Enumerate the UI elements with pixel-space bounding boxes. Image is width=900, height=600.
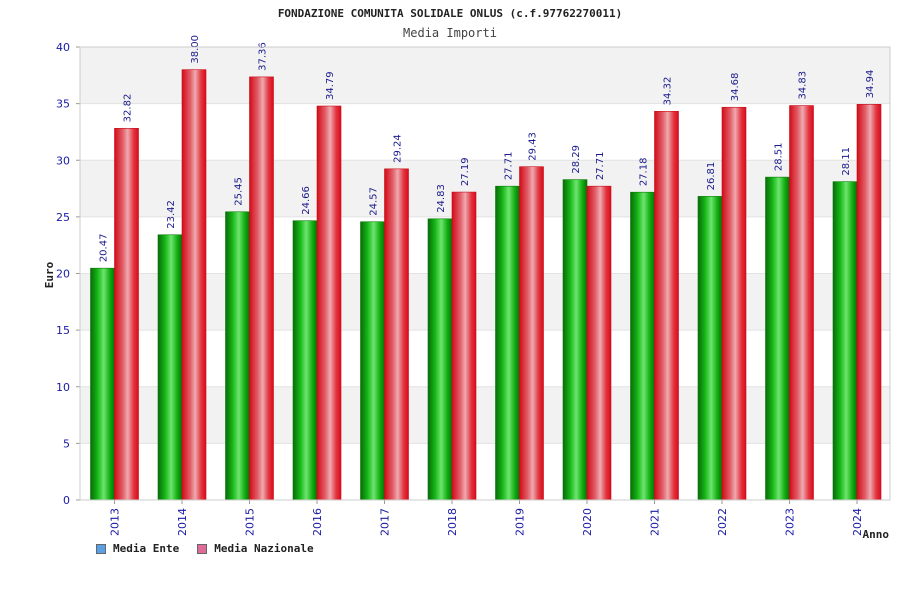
value-label: 20.47 [99, 234, 110, 263]
x-tick-label: 2013 [109, 508, 122, 536]
bar-media-nazionale-2014 [181, 69, 207, 501]
grid-band [80, 273, 890, 331]
value-label: 24.57 [369, 187, 380, 216]
x-axis-label: Anno [863, 528, 890, 541]
value-label: 34.94 [865, 70, 876, 99]
y-tick-label: 15 [56, 324, 70, 337]
bar-media-nazionale-2024 [856, 104, 882, 501]
value-label: 28.51 [774, 142, 785, 171]
bar-media-ente-2018 [427, 218, 453, 501]
x-tick-label: 2016 [311, 508, 324, 536]
bar-media-nazionale-2021 [654, 111, 679, 501]
bar-media-ente-2022 [697, 196, 723, 501]
bar-media-nazionale-2019 [519, 166, 544, 501]
value-label: 28.11 [841, 147, 852, 176]
bar-media-ente-2023 [765, 176, 790, 501]
x-tick-label: 2020 [581, 508, 594, 536]
x-tick-label: 2017 [379, 508, 392, 536]
value-label: 29.43 [528, 132, 539, 161]
y-tick-label: 35 [56, 98, 70, 111]
value-label: 27.71 [595, 152, 606, 181]
value-label: 27.71 [504, 152, 515, 181]
value-label: 32.82 [123, 94, 134, 123]
value-labels: 20.47 32.82 23.42 38.00 25.45 37.36 24.66 34.79… [99, 35, 877, 262]
x-axis-ticks: 2013 2014 2015 2016 2017 2018 2019 2020 2021 2022… [109, 500, 864, 536]
x-tick-label: 2015 [244, 508, 257, 536]
bar-media-nazionale-2022 [721, 106, 747, 501]
y-axis-ticks: 0 5 10 15 20 25 30 35 40 [56, 41, 80, 507]
bar-media-ente-2016 [292, 220, 318, 501]
value-label: 37.36 [258, 42, 269, 71]
y-tick-label: 30 [56, 154, 70, 167]
y-axis-label: Euro [43, 261, 56, 288]
value-label: 23.42 [166, 200, 177, 229]
value-label: 34.32 [663, 77, 674, 106]
value-label: 26.81 [706, 162, 717, 191]
legend-swatch-media-ente [96, 543, 106, 554]
y-tick-label: 25 [56, 211, 70, 224]
bar-media-nazionale-2016 [316, 105, 342, 501]
bar-media-ente-2017 [360, 221, 385, 501]
x-tick-label: 2019 [514, 508, 527, 536]
x-tick-label: 2021 [649, 508, 662, 536]
y-tick-label: 5 [63, 437, 70, 450]
bar-media-ente-2013 [90, 267, 115, 501]
bar-media-ente-2024 [832, 181, 858, 501]
value-label: 27.19 [460, 157, 471, 186]
y-tick-label: 0 [63, 494, 70, 507]
x-tick-label: 2014 [176, 508, 189, 536]
grid-band [80, 160, 890, 217]
legend-swatch-media-nazionale [197, 543, 208, 554]
bar-media-ente-2014 [157, 234, 183, 501]
value-label: 24.83 [436, 184, 447, 213]
x-tick-label: 2024 [851, 508, 864, 536]
x-tick-label: 2023 [784, 508, 797, 536]
bar-media-ente-2019 [495, 185, 520, 501]
grid-band [80, 47, 890, 104]
value-label: 27.18 [639, 158, 650, 187]
bar-media-nazionale-2020 [586, 185, 612, 501]
value-label: 24.66 [301, 186, 312, 215]
bar-media-nazionale-2018 [451, 191, 477, 501]
bar-media-ente-2021 [630, 191, 655, 501]
y-tick-label: 20 [56, 268, 70, 281]
chart-title: FONDAZIONE COMUNITA SOLIDALE ONLUS (c.f.… [278, 7, 622, 20]
bar-media-nazionale-2015 [249, 76, 274, 501]
legend-label-media-nazionale: Media Nazionale [214, 542, 314, 555]
grid-band [80, 386, 890, 444]
value-label: 28.29 [571, 145, 582, 174]
value-label: 29.24 [393, 134, 404, 163]
value-label: 34.83 [798, 71, 809, 100]
bar-media-ente-2015 [225, 211, 250, 501]
chart-subtitle: Media Importi [403, 26, 497, 40]
bar-media-nazionale-2013 [114, 128, 139, 501]
plot-frame [79, 46, 891, 501]
bar-media-nazionale-2017 [384, 168, 409, 501]
value-label: 34.68 [730, 73, 741, 102]
legend-item-media-ente: Media Ente [96, 542, 179, 555]
legend-label-media-ente: Media Ente [113, 542, 180, 555]
bar-media-nazionale-2023 [789, 105, 814, 501]
value-label: 25.45 [234, 177, 245, 206]
bar-media-ente-2020 [562, 179, 588, 501]
legend-item-media-nazionale: Media Nazionale [197, 542, 314, 555]
y-tick-label: 40 [56, 41, 70, 54]
y-tick-label: 10 [56, 381, 70, 394]
grid-bands [80, 47, 890, 444]
x-tick-label: 2018 [446, 508, 459, 536]
x-tick-label: 2022 [716, 508, 729, 536]
value-label: 34.79 [325, 71, 336, 100]
value-label: 38.00 [190, 35, 201, 64]
bars [90, 69, 882, 501]
legend: Media Ente Media Nazionale [96, 542, 314, 555]
